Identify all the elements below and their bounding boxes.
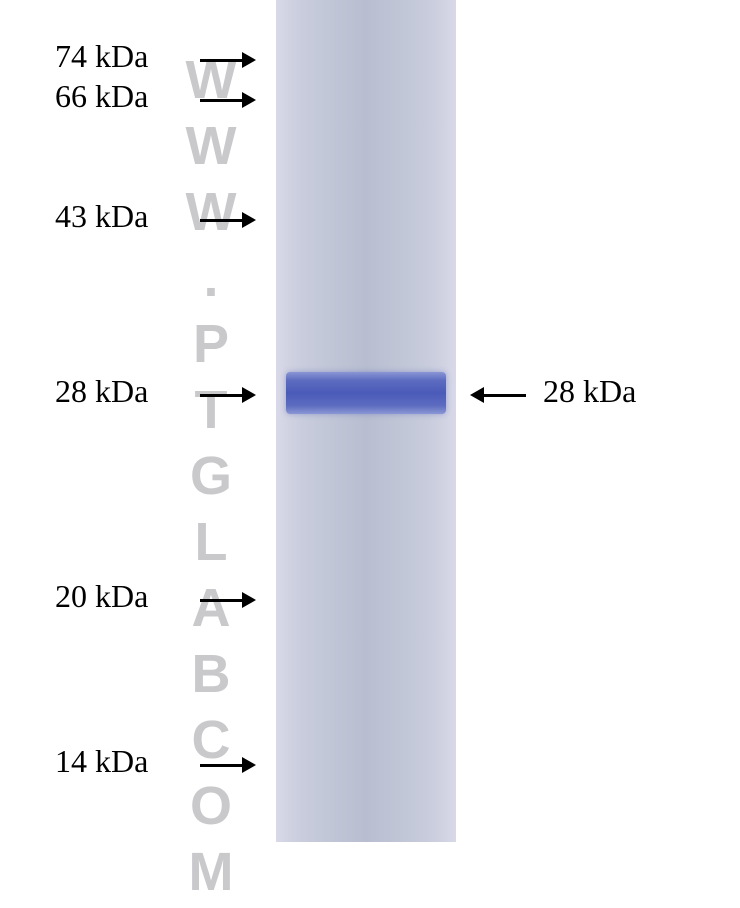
marker-label-66: 66 kDa: [55, 78, 148, 115]
protein-band-main: [286, 372, 446, 414]
marker-arrow-74: [200, 52, 256, 68]
marker-label-43: 43 kDa: [55, 198, 148, 235]
watermark: WWW.PTGLABCOM: [180, 50, 242, 908]
marker-arrow-14: [200, 757, 256, 773]
marker-label-14: 14 kDa: [55, 743, 148, 780]
marker-arrow-66: [200, 92, 256, 108]
marker-arrow-43: [200, 212, 256, 228]
marker-arrow-20: [200, 592, 256, 608]
marker-label-28: 28 kDa: [55, 373, 148, 410]
marker-arrow-28: [200, 387, 256, 403]
sample-label: 28 kDa: [543, 373, 636, 410]
marker-label-74: 74 kDa: [55, 38, 148, 75]
sample-arrow: [470, 387, 526, 403]
marker-label-20: 20 kDa: [55, 578, 148, 615]
gel-lane: [276, 0, 456, 842]
